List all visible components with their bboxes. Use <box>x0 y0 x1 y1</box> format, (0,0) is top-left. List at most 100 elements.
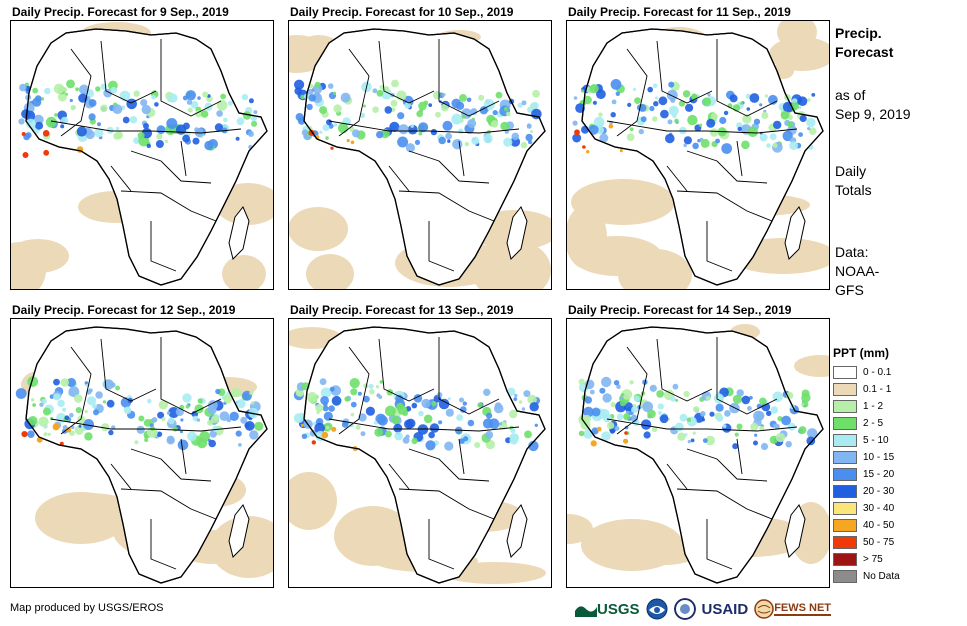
precip-map <box>566 20 830 290</box>
rainfall-cell <box>320 387 332 399</box>
country-border <box>150 221 177 272</box>
coastline <box>581 326 824 584</box>
totals-line: Daily <box>835 163 867 179</box>
rainfall-cell <box>175 407 184 417</box>
rainfall-cell <box>478 94 485 101</box>
rainfall-cell <box>219 411 230 421</box>
legend-swatch <box>833 451 857 464</box>
country-border <box>408 150 490 184</box>
rainfall-cell <box>94 128 104 138</box>
rainfall-cell <box>187 431 197 442</box>
africa-map-drawing <box>289 326 546 584</box>
rainfall-cell <box>15 388 27 399</box>
rainfall-cell <box>467 419 475 427</box>
rainfall-cell <box>599 133 609 143</box>
rainfall-cell <box>483 133 493 144</box>
legend-title: PPT (mm) <box>833 346 890 360</box>
country-border <box>438 39 500 117</box>
light-rain-area <box>35 492 127 544</box>
rainfall-cell <box>700 411 706 417</box>
heavy-rain-cell <box>43 149 50 156</box>
rainfall-cell <box>38 416 49 427</box>
rainfall-cell <box>407 124 418 135</box>
rainfall-cell <box>25 118 36 129</box>
rainfall-cell <box>319 130 323 134</box>
rainfall-cell <box>755 411 765 421</box>
rainfall-cell <box>180 418 184 422</box>
rainfall-cell <box>506 111 511 117</box>
legend-label: 15 - 20 <box>863 469 895 480</box>
rainfall-cell <box>411 402 418 409</box>
rainfall-cell <box>801 400 809 408</box>
rainfall-cell <box>418 122 429 133</box>
country-border <box>160 337 222 415</box>
rainfall-cell <box>679 413 688 422</box>
rainfall-cell <box>517 102 523 108</box>
legend-item: 5 - 10 <box>833 432 963 449</box>
heavy-rain-cell <box>619 149 623 153</box>
rainfall-cell <box>697 139 701 143</box>
rainfall-cell <box>93 409 99 416</box>
rainfall-cell <box>592 100 597 105</box>
rainfall-cell <box>397 405 408 415</box>
rainfall-cell <box>385 405 396 417</box>
rainfall-cell <box>460 406 467 413</box>
rainfall-cell <box>430 128 438 136</box>
precip-map <box>566 318 830 588</box>
rainfall-cell <box>88 113 96 121</box>
rainfall-cell <box>368 383 374 389</box>
rainfall-cell <box>753 440 758 446</box>
rainfall-cell <box>376 89 384 97</box>
country-border <box>736 140 743 177</box>
rainfall-cell <box>598 112 603 117</box>
madagascar-outline <box>228 206 250 260</box>
rainfall-cell <box>610 401 616 408</box>
rainfall-cell <box>653 101 659 107</box>
country-border <box>120 488 217 520</box>
country-border <box>606 418 798 432</box>
country-border <box>110 165 132 192</box>
rainfall-cell <box>190 101 199 109</box>
rainfall-cell <box>359 112 366 119</box>
rainfall-cell <box>151 417 158 423</box>
rainfall-cell <box>691 93 697 99</box>
rainfall-cell <box>510 137 521 147</box>
rainfall-cell <box>789 141 798 150</box>
rainfall-cell <box>24 381 28 385</box>
heavy-rain-cell <box>574 129 580 136</box>
country-border <box>60 48 92 137</box>
rainfall-cell <box>445 132 452 140</box>
light-rain-area <box>571 179 675 225</box>
country-border <box>398 190 495 222</box>
light-rain-area <box>222 255 266 289</box>
rainfall-cell <box>660 109 669 119</box>
rainfall-cell <box>156 125 166 135</box>
rainfall-cell <box>68 386 80 398</box>
light-rain-area <box>289 207 348 251</box>
noaa-logo <box>646 598 668 620</box>
rainfall-cell <box>185 404 190 409</box>
rainfall-cell <box>333 104 342 113</box>
rainfall-cell <box>322 124 330 132</box>
rainfall-cell <box>242 111 252 120</box>
rainfall-cell <box>227 100 233 106</box>
rainfall-cell <box>369 389 375 395</box>
totals-note: Daily Totals <box>835 162 872 200</box>
coastline <box>25 28 268 286</box>
rainfall-cell <box>428 431 435 439</box>
rainfall-cell <box>350 401 357 408</box>
rainfall-cell <box>464 141 469 147</box>
country-border <box>428 519 455 570</box>
rainfall-cell <box>588 124 599 135</box>
rainfall-cell <box>306 392 318 403</box>
rainfall-cell <box>620 393 625 397</box>
rainfall-cell <box>702 438 708 443</box>
africa-map-drawing <box>15 326 273 584</box>
rainfall-cell <box>485 430 494 439</box>
rainfall-cell <box>659 414 669 424</box>
rainfall-cell <box>115 126 120 131</box>
rainfall-cell <box>709 128 719 137</box>
panel-title: Daily Precip. Forecast for 13 Sep., 2019 <box>290 303 514 317</box>
rainfall-cell <box>83 419 94 430</box>
rainfall-cell <box>474 442 481 448</box>
